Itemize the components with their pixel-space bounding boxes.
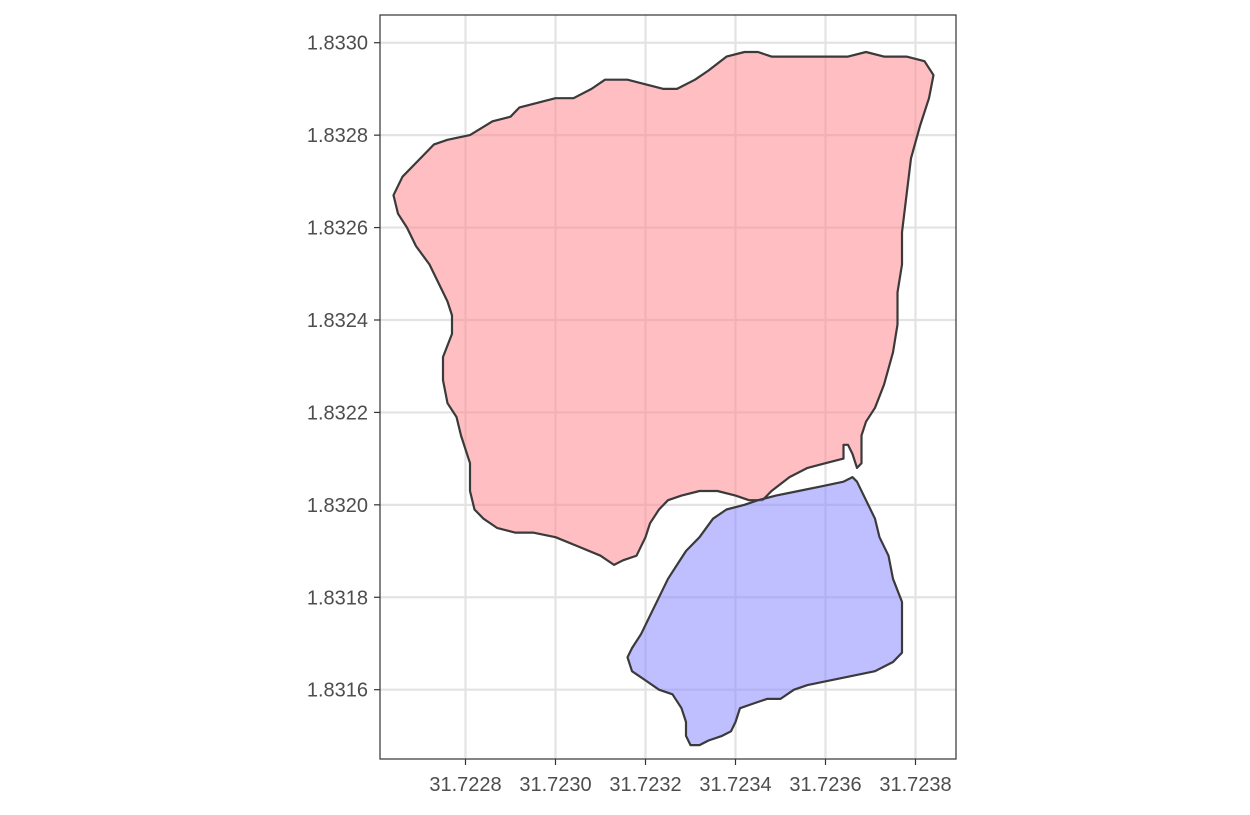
polygon-blue-region bbox=[626, 476, 904, 747]
panel-border bbox=[379, 14, 957, 760]
y-tick-label-6: 1.8328 bbox=[307, 125, 368, 147]
polygon-red-region bbox=[392, 50, 935, 567]
y-tick-label-2: 1.8320 bbox=[307, 495, 368, 517]
x-tick-label-2: 31.7232 bbox=[609, 774, 681, 796]
x-tick-label-0: 31.7228 bbox=[429, 774, 501, 796]
y-tick-label-4: 1.8324 bbox=[307, 310, 368, 332]
x-tick-label-1: 31.7230 bbox=[519, 774, 591, 796]
x-tick-label-5: 31.7238 bbox=[879, 774, 951, 796]
y-tick-label-5: 1.8326 bbox=[307, 218, 368, 240]
x-tick-label-3: 31.7234 bbox=[699, 774, 771, 796]
y-tick-label-1: 1.8318 bbox=[307, 587, 368, 609]
y-tick-label-0: 1.8316 bbox=[307, 680, 368, 702]
y-tick-label-7: 1.8330 bbox=[307, 33, 368, 55]
x-tick-label-4: 31.7236 bbox=[789, 774, 861, 796]
y-tick-label-3: 1.8322 bbox=[307, 402, 368, 424]
